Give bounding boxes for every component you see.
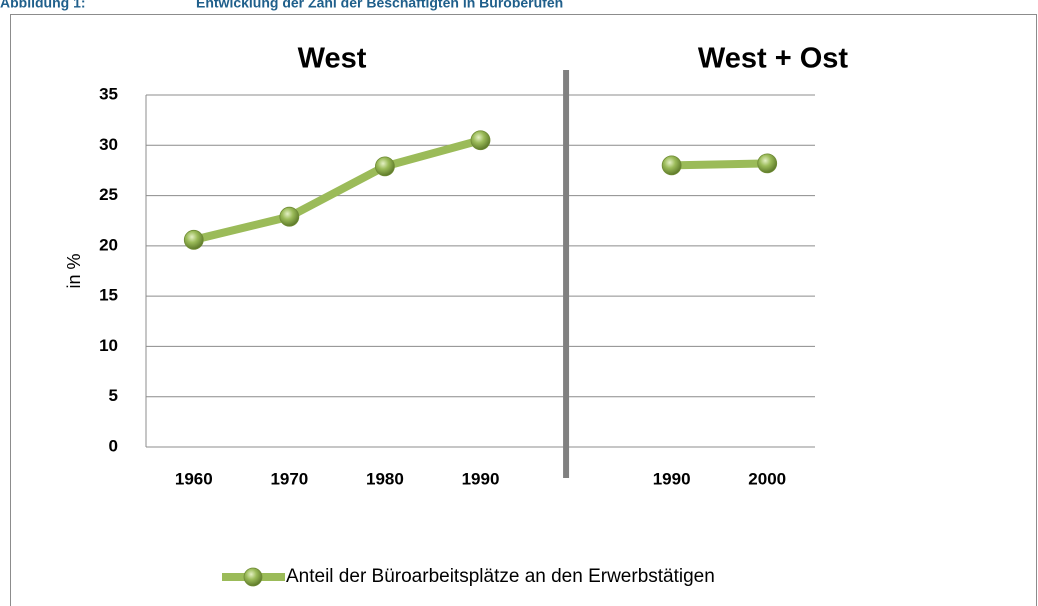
chart-frame — [10, 14, 1037, 606]
y-tick-label: 25 — [99, 185, 118, 204]
x-tick-label: 1990 — [462, 469, 500, 488]
legend-swatch-marker — [243, 567, 263, 587]
section-label: West — [298, 43, 367, 75]
x-tick-label: 1990 — [653, 469, 691, 488]
x-tick-label: 1980 — [366, 469, 404, 488]
x-tick-label: 1960 — [175, 469, 213, 488]
y-tick-label: 15 — [99, 286, 118, 305]
section-label: West + Ost — [698, 43, 848, 75]
y-tick-label: 0 — [109, 436, 118, 455]
caption-label: Abbildung 1: — [0, 0, 86, 11]
data-point — [757, 153, 778, 174]
y-tick-label: 20 — [99, 235, 118, 254]
data-point — [470, 130, 491, 151]
y-tick-label: 10 — [99, 336, 118, 355]
y-tick-label: 5 — [109, 386, 118, 405]
legend-label: Anteil der Büroarbeitsplätze an den Erwe… — [286, 566, 715, 587]
y-tick-label: 30 — [99, 135, 118, 154]
data-point — [183, 229, 204, 250]
x-tick-label: 2000 — [748, 469, 786, 488]
y-tick-label: 35 — [99, 84, 118, 103]
x-tick-label: 1970 — [270, 469, 308, 488]
data-point — [375, 156, 395, 177]
caption-title: Entwicklung der Zahl der Beschäftigten i… — [196, 0, 563, 11]
series-line — [192, 136, 768, 244]
data-point — [279, 206, 300, 227]
data-point — [661, 155, 682, 176]
caption-background — [0, 0, 760, 13]
y-axis-label: in % — [64, 253, 84, 288]
